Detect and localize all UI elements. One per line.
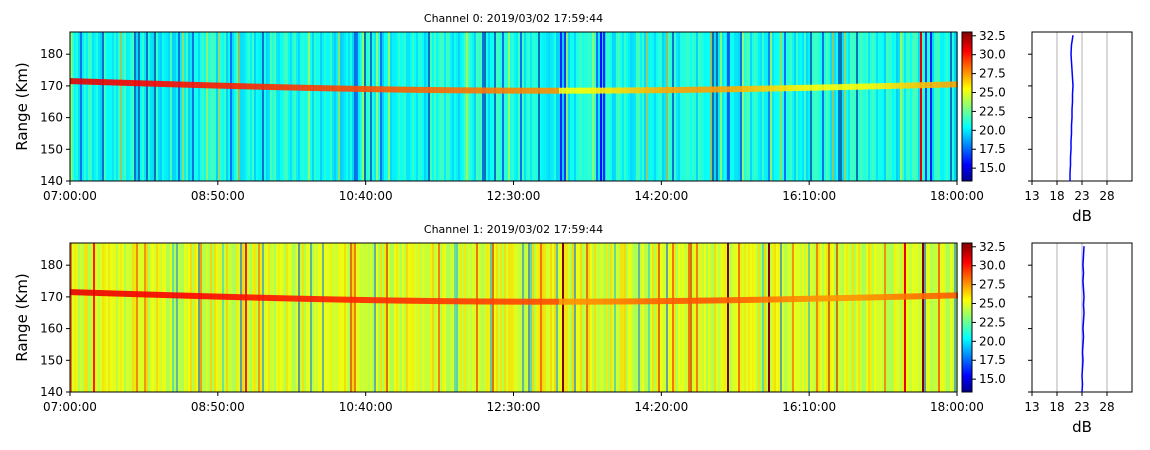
channel-0-xtick: 07:00:00 (43, 189, 97, 203)
channel-0-ytick: 160 (40, 111, 63, 125)
channel-0-ytick: 140 (40, 174, 63, 188)
channel-0-title: Channel 0: 2019/03/02 17:59:44 (424, 12, 603, 25)
channel-1-ytick: 140 (40, 385, 63, 399)
channel-0-colorbar-tick: 25.0 (979, 86, 1006, 100)
channel-1-ytick: 160 (40, 322, 63, 336)
channel-0-xtick: 18:00:00 (930, 189, 984, 203)
channel-0-colorbar-tick: 15.0 (979, 161, 1006, 175)
channel-1-colorbar-tick: 20.0 (979, 334, 1006, 348)
channel-1-heatmap (70, 243, 958, 392)
channel-1-xtick: 08:50:00 (191, 400, 245, 414)
channel-0-profile-xtick: 28 (1099, 189, 1114, 203)
channel-1-ytick: 170 (40, 290, 63, 304)
channel-1-colorbar-tick: 32.5 (979, 240, 1006, 254)
channel-1-xtick: 16:10:00 (782, 400, 836, 414)
channel-1-title: Channel 1: 2019/03/02 17:59:44 (424, 223, 603, 236)
channel-1-colorbar-tick: 22.5 (979, 315, 1006, 329)
channel-1-xtick: 07:00:00 (43, 400, 97, 414)
channel-1-profile-xtick: 18 (1049, 400, 1064, 414)
channel-1-xtick: 14:20:00 (634, 400, 688, 414)
channel-1-colorbar: 15.0 17.5 20.0 22.5 25.0 27.5 30.0 32.5 (961, 240, 1006, 393)
channel-0-colorbar-tick: 27.5 (979, 67, 1006, 81)
channel-0-colorbar-tick: 30.0 (979, 48, 1006, 62)
channel-0-heatmap (70, 32, 958, 181)
channel-0-xtick: 12:30:00 (487, 189, 541, 203)
channel-1-profile-line (1081, 246, 1085, 393)
channel-1-panel: Channel 1: 2019/03/02 17:59:44 Range (Km)… (13, 223, 1133, 436)
channel-1-profile-xtick: 23 (1074, 400, 1089, 414)
channel-1-colorbar-tick: 25.0 (979, 297, 1006, 311)
channel-0-profile-xtick: 13 (1024, 189, 1039, 203)
channel-1-xtick: 10:40:00 (339, 400, 393, 414)
channel-1-colorbar-tick: 15.0 (979, 372, 1006, 386)
channel-0-xtick: 16:10:00 (782, 189, 836, 203)
channel-0-xtick: 08:50:00 (191, 189, 245, 203)
channel-1-colorbar-tick: 27.5 (979, 278, 1006, 292)
channel-1-profile-xtick: 13 (1024, 400, 1039, 414)
channel-0-ytick: 170 (40, 79, 63, 93)
channel-0-colorbar-tick: 22.5 (979, 104, 1006, 118)
channel-0-profile-xlabel: dB (1072, 207, 1092, 225)
channel-0-xtick: 10:40:00 (339, 189, 393, 203)
channel-0-profile: 13 18 23 28 dB (1024, 31, 1133, 225)
channel-1-profile: 13 18 23 28 dB (1024, 242, 1133, 436)
channel-1-colorbar-tick: 17.5 (979, 353, 1006, 367)
channel-0-colorbar: 15.0 17.5 20.0 22.5 25.0 27.5 30.0 32.5 (961, 29, 1006, 182)
channel-1-profile-xtick: 28 (1099, 400, 1114, 414)
channel-0-ytick: 150 (40, 142, 63, 156)
channel-0-profile-xtick: 18 (1049, 189, 1064, 203)
channel-1-ytick: 180 (40, 258, 63, 272)
channel-0-xtick: 14:20:00 (634, 189, 688, 203)
channel-0-colorbar-tick: 17.5 (979, 142, 1006, 156)
channel-0-colorbar-tick: 32.5 (979, 29, 1006, 43)
channel-1-xtick: 18:00:00 (930, 400, 984, 414)
channel-0-profile-xtick: 23 (1074, 189, 1089, 203)
channel-0-ytick: 180 (40, 47, 63, 61)
channel-1-xtick: 12:30:00 (487, 400, 541, 414)
channel-1-profile-xlabel: dB (1072, 418, 1092, 436)
channel-1-colorbar-tick: 30.0 (979, 259, 1006, 273)
channel-0-panel: Channel 0: 2019/03/02 17:59:44 Range (Km)… (13, 12, 1133, 225)
channel-0-ylabel: Range (Km) (13, 62, 31, 150)
channel-1-ytick: 150 (40, 353, 63, 367)
channel-0-profile-line (1069, 35, 1074, 181)
channel-1-ylabel: Range (Km) (13, 273, 31, 361)
channel-0-colorbar-tick: 20.0 (979, 123, 1006, 137)
